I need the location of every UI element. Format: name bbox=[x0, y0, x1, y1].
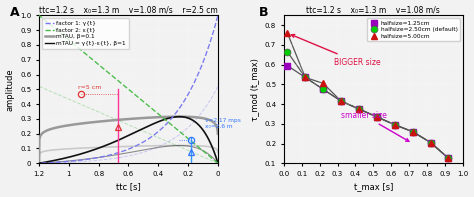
halfsize=2.50cm (default) bbox=[446, 157, 451, 160]
halfsize=1.25cm bbox=[410, 130, 416, 133]
halfsize=5.00cm bbox=[428, 141, 433, 144]
halfsize=5.00cm bbox=[320, 82, 326, 85]
halfsize=2.50cm (default) bbox=[428, 141, 433, 144]
Line: halfsize=5.00cm: halfsize=5.00cm bbox=[284, 30, 451, 161]
Text: r=5 cm: r=5 cm bbox=[78, 85, 101, 90]
halfsize=5.00cm bbox=[338, 100, 344, 102]
halfsize=2.50cm (default) bbox=[356, 108, 362, 110]
Text: B: B bbox=[259, 7, 268, 20]
halfsize=1.25cm bbox=[338, 100, 344, 102]
X-axis label: t_max [s]: t_max [s] bbox=[354, 182, 393, 191]
Line: halfsize=1.25cm: halfsize=1.25cm bbox=[285, 63, 451, 161]
halfsize=1.25cm bbox=[356, 108, 362, 110]
halfsize=2.50cm (default) bbox=[374, 116, 380, 118]
halfsize=2.50cm (default) bbox=[392, 124, 398, 126]
halfsize=1.25cm bbox=[302, 76, 308, 79]
halfsize=2.50cm (default) bbox=[320, 88, 326, 90]
halfsize=5.00cm bbox=[302, 76, 308, 79]
Y-axis label: amplitude: amplitude bbox=[6, 68, 15, 111]
halfsize=5.00cm bbox=[392, 124, 398, 126]
halfsize=1.25cm bbox=[446, 157, 451, 160]
Line: halfsize=2.50cm (default): halfsize=2.50cm (default) bbox=[284, 48, 452, 162]
Title: ttc=1.2 s    x₀=1.3 m    v=1.08 m/s    r=2.5 cm: ttc=1.2 s x₀=1.3 m v=1.08 m/s r=2.5 cm bbox=[39, 6, 218, 15]
halfsize=2.50cm (default) bbox=[410, 130, 416, 133]
halfsize=5.00cm bbox=[284, 32, 290, 34]
halfsize=2.50cm (default) bbox=[302, 76, 308, 79]
halfsize=5.00cm bbox=[410, 130, 416, 133]
halfsize=1.25cm bbox=[392, 124, 398, 126]
halfsize=1.25cm bbox=[374, 116, 380, 118]
halfsize=5.00cm bbox=[356, 108, 362, 110]
halfsize=5.00cm bbox=[446, 157, 451, 160]
Text: BIGGER size: BIGGER size bbox=[292, 34, 381, 67]
halfsize=5.00cm bbox=[374, 116, 380, 118]
halfsize=1.25cm bbox=[284, 64, 290, 67]
Legend: halfsize=1.25cm, halfsize=2.50cm (default), halfsize=5.00cm: halfsize=1.25cm, halfsize=2.50cm (defaul… bbox=[367, 18, 460, 41]
halfsize=1.25cm bbox=[428, 141, 433, 144]
Title: ttc=1.2 s    x₀=1.3 m    v=1.08 m/s: ttc=1.2 s x₀=1.3 m v=1.08 m/s bbox=[307, 6, 440, 15]
Legend: factor 1: γ{t}, factor 2: ε{t}, mTAU, β=0.1, mTAU = γ{t}·ε{t}, β=1: factor 1: γ{t}, factor 2: ε{t}, mTAU, β=… bbox=[42, 18, 129, 49]
halfsize=2.50cm (default) bbox=[338, 100, 344, 102]
Y-axis label: τ_mod (t_max): τ_mod (t_max) bbox=[250, 58, 259, 121]
X-axis label: ttc [s]: ttc [s] bbox=[116, 182, 141, 191]
Text: smaller size: smaller size bbox=[341, 111, 409, 141]
halfsize=1.25cm bbox=[320, 88, 326, 90]
Text: v=2.17 mps
x₀=2.6 m: v=2.17 mps x₀=2.6 m bbox=[205, 118, 241, 129]
halfsize=2.50cm (default) bbox=[284, 51, 290, 53]
Text: A: A bbox=[10, 7, 20, 20]
